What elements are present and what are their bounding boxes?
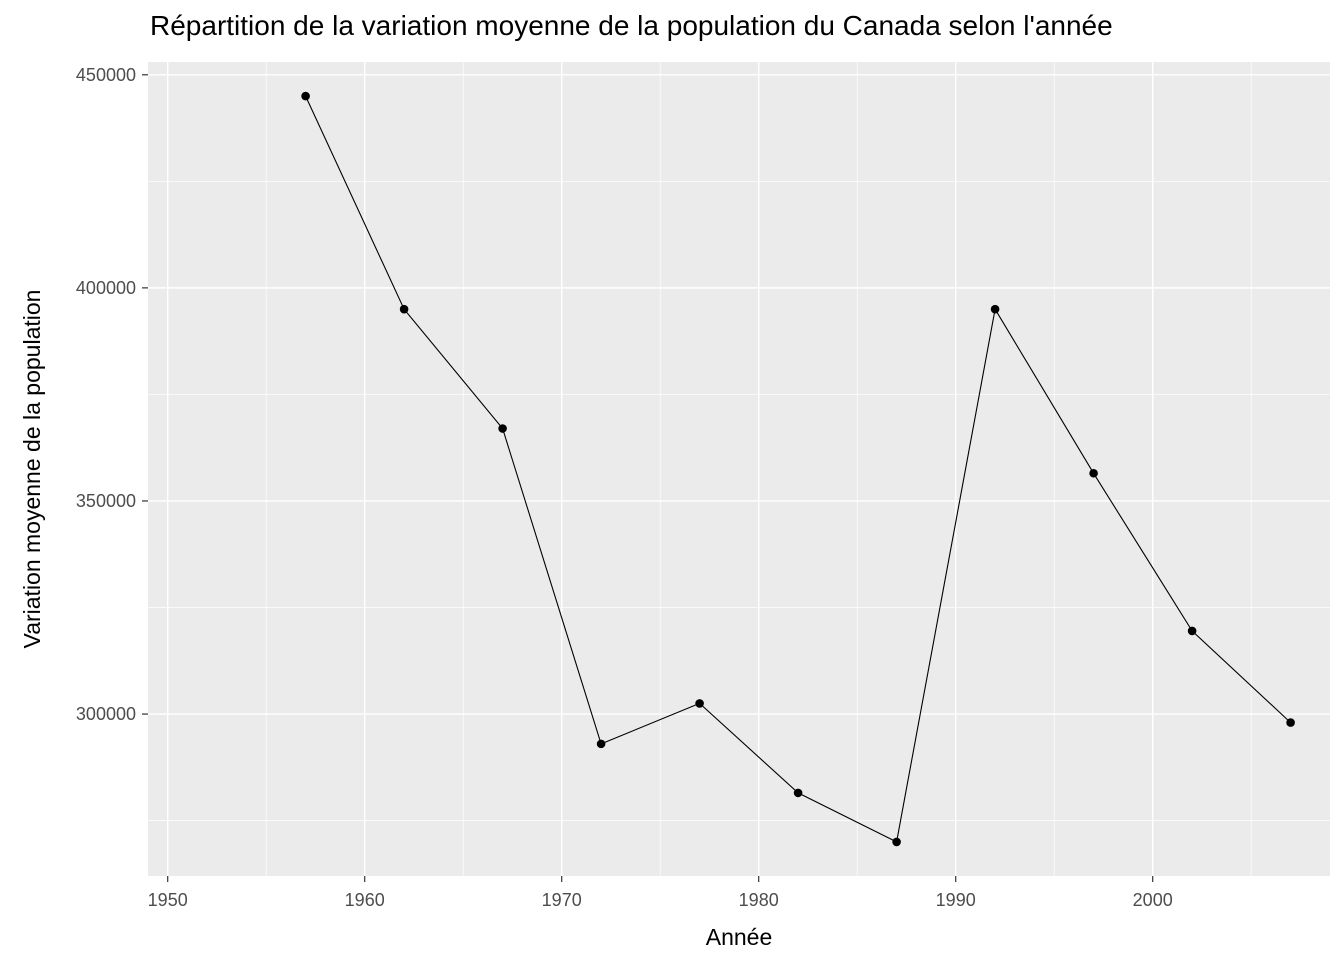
data-point <box>301 91 310 101</box>
y-axis-title: Variation moyenne de la population <box>19 290 45 649</box>
y-tick-label: 300000 <box>76 704 136 724</box>
y-axis-tick-labels: 300000 350000 400000 450000 <box>76 65 136 724</box>
x-tick-label: 1970 <box>542 890 582 910</box>
y-tick-label: 350000 <box>76 491 136 511</box>
plot-panel <box>148 62 1330 876</box>
data-point <box>399 304 409 314</box>
data-point <box>596 739 606 749</box>
data-point <box>793 788 803 798</box>
data-point <box>695 699 704 708</box>
data-point <box>892 837 901 847</box>
data-point <box>498 424 507 433</box>
x-tick-label: 1990 <box>936 890 976 910</box>
data-point <box>1187 626 1197 636</box>
x-tick-label: 1980 <box>739 890 779 910</box>
chart-title: Répartition de la variation moyenne de l… <box>150 10 1113 41</box>
x-axis-tick-labels: 1950 1960 1970 1980 1990 2000 <box>148 890 1173 910</box>
data-point <box>1286 718 1295 727</box>
axis-ticks <box>142 74 1154 882</box>
data-point <box>990 304 1000 314</box>
x-axis-title: Année <box>706 924 773 950</box>
series-layer <box>301 91 1295 847</box>
x-tick-label: 1960 <box>345 890 385 910</box>
data-point <box>1089 468 1098 478</box>
x-tick-label: 1950 <box>148 890 188 910</box>
y-tick-label: 450000 <box>76 65 136 85</box>
y-tick-label: 400000 <box>76 278 136 298</box>
major-gridlines <box>148 62 1330 876</box>
x-tick-label: 2000 <box>1133 890 1173 910</box>
minor-gridlines <box>148 62 1330 876</box>
